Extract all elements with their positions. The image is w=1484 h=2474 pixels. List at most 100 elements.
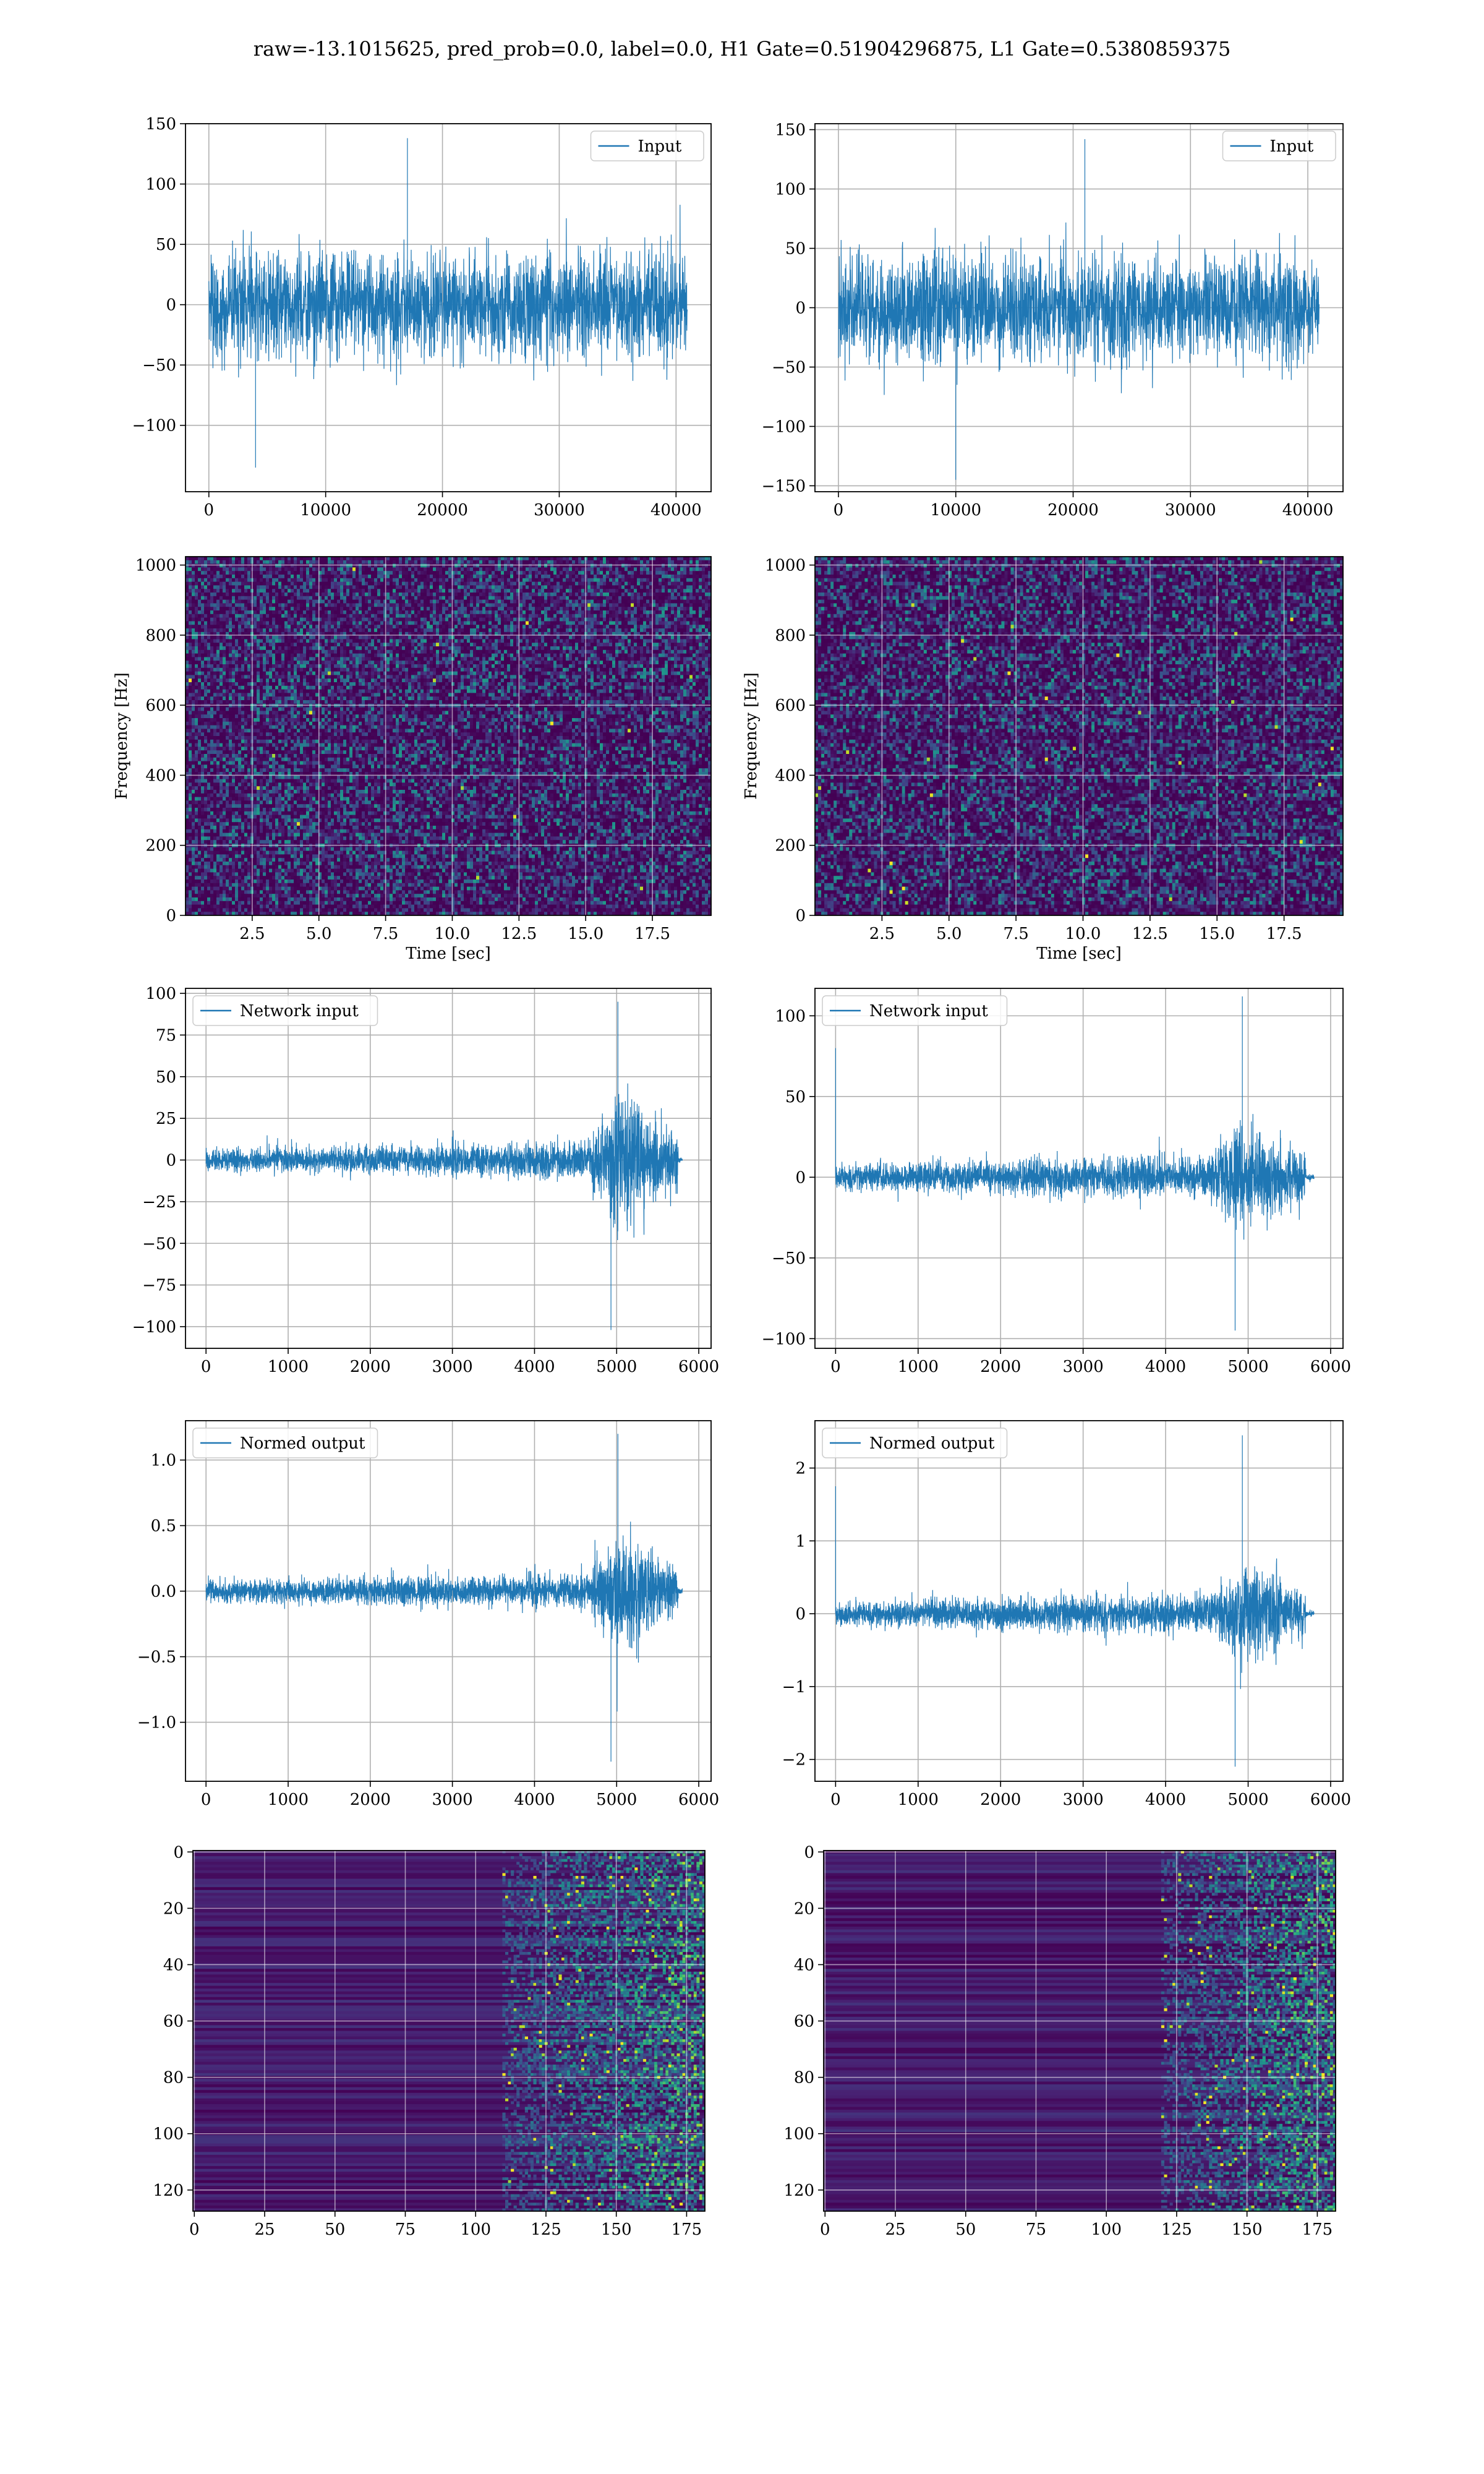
spectrogram-cell — [575, 643, 579, 646]
spectrogram-cell — [331, 560, 335, 564]
spectrogram-cell — [377, 571, 381, 575]
spectrogram-cell — [609, 625, 613, 628]
spectrogram-cell — [563, 621, 566, 625]
spectrogram-cell — [374, 571, 378, 575]
spectrogram-cell — [458, 600, 461, 604]
spectrogram-cell — [473, 596, 477, 600]
spectrogram-cell — [458, 607, 461, 610]
spectrogram-cell — [603, 600, 607, 604]
spectrogram-cell — [594, 628, 597, 632]
spectrogram-cell — [263, 628, 267, 632]
spectrogram-cell — [238, 589, 242, 593]
spectrogram-cell — [195, 600, 198, 604]
spectrogram-cell — [563, 585, 566, 589]
spectrogram-cell — [544, 607, 548, 610]
spectrogram-cell — [263, 582, 267, 586]
spectrogram-cell — [424, 614, 427, 618]
spectrogram-cell — [448, 571, 452, 575]
spectrogram-cell — [473, 589, 477, 593]
spectrogram-cell — [244, 639, 248, 643]
spectrogram-cell — [380, 636, 384, 640]
spectrogram-cell — [430, 567, 433, 571]
spectrogram-cell — [550, 557, 554, 560]
spectrogram-cell — [297, 582, 301, 586]
spectrogram-cell — [550, 618, 554, 622]
spectrogram-cell — [368, 593, 372, 596]
spectrogram-cell — [343, 560, 347, 564]
spectrogram-cell — [532, 571, 535, 575]
spectrogram-cell — [442, 578, 446, 582]
spectrogram-cell — [556, 585, 560, 589]
spectrogram-cell — [535, 585, 539, 589]
spectrogram-cell — [297, 585, 301, 589]
spectrogram-cell — [365, 575, 369, 578]
spectrogram-cell — [383, 557, 387, 560]
spectrogram-cell — [278, 618, 282, 622]
spectrogram-cell — [257, 636, 260, 640]
spectrogram-cell — [207, 603, 211, 607]
spectrogram-cell — [597, 650, 600, 654]
spectrogram-cell — [337, 646, 341, 650]
spectrogram-cell — [356, 650, 359, 654]
spectrogram-cell — [705, 564, 709, 568]
spectrogram-cell — [659, 639, 662, 643]
spectrogram-cell — [572, 621, 576, 625]
spectrogram-cell — [529, 600, 532, 604]
spectrogram-cell — [473, 650, 477, 654]
spectrogram-cell — [618, 600, 622, 604]
spectrogram-cell — [420, 593, 424, 596]
spectrogram-cell — [325, 596, 328, 600]
spectrogram-cell — [201, 575, 205, 578]
spectrogram-cell — [198, 614, 202, 618]
spectrogram-cell — [677, 654, 681, 657]
spectrogram-cell — [442, 596, 446, 600]
spectrogram-cell — [473, 585, 477, 589]
spectrogram-cell — [680, 625, 684, 628]
spectrogram-cell — [189, 618, 192, 622]
spectrogram-cell — [591, 564, 594, 568]
spectrogram-cell — [612, 557, 616, 560]
spectrogram-cell — [479, 646, 483, 650]
spectrogram-cell — [278, 582, 282, 586]
spectrogram-cell — [686, 564, 690, 568]
spectrogram-cell — [606, 564, 610, 568]
spectrogram-cell — [662, 571, 665, 575]
spectrogram-cell — [272, 628, 276, 632]
spectrogram-cell — [606, 625, 610, 628]
spectrogram-cell — [275, 585, 279, 589]
spectrogram-cell — [535, 571, 539, 575]
spectrogram-cell — [495, 578, 498, 582]
spectrogram-cell — [556, 650, 560, 654]
spectrogram-cell — [693, 582, 696, 586]
spectrogram-cell — [569, 610, 573, 614]
spectrogram-cell — [303, 600, 307, 604]
spectrogram-cell — [374, 639, 378, 643]
spectrogram-cell — [488, 625, 492, 628]
spectrogram-cell — [445, 589, 449, 593]
spectrogram-cell — [337, 603, 341, 607]
spectrogram-cell — [238, 557, 242, 560]
spectrogram-cell — [207, 585, 211, 589]
spectrogram-cell — [340, 610, 344, 614]
spectrogram-cell — [192, 628, 195, 632]
spectrogram-cell — [380, 610, 384, 614]
spectrogram-cell — [544, 593, 548, 596]
spectrogram-cell — [600, 567, 603, 571]
spectrogram-cell — [662, 600, 665, 604]
spectrogram-cell — [569, 654, 573, 657]
spectrogram-cell — [207, 643, 211, 646]
spectrogram-cell — [216, 625, 220, 628]
spectrogram-cell — [581, 603, 585, 607]
spectrogram-cell — [556, 593, 560, 596]
spectrogram-cell — [210, 582, 214, 586]
spectrogram-cell — [526, 596, 529, 600]
spectrogram-cell — [665, 567, 668, 571]
spectrogram-cell — [646, 557, 650, 560]
spectrogram-cell — [362, 593, 365, 596]
spectrogram-cell — [340, 589, 344, 593]
spectrogram-cell — [315, 657, 319, 661]
spectrogram-cell — [315, 578, 319, 582]
spectrogram-cell — [705, 618, 709, 622]
spectrogram-cell — [454, 571, 458, 575]
spectrogram-cell — [671, 621, 675, 625]
